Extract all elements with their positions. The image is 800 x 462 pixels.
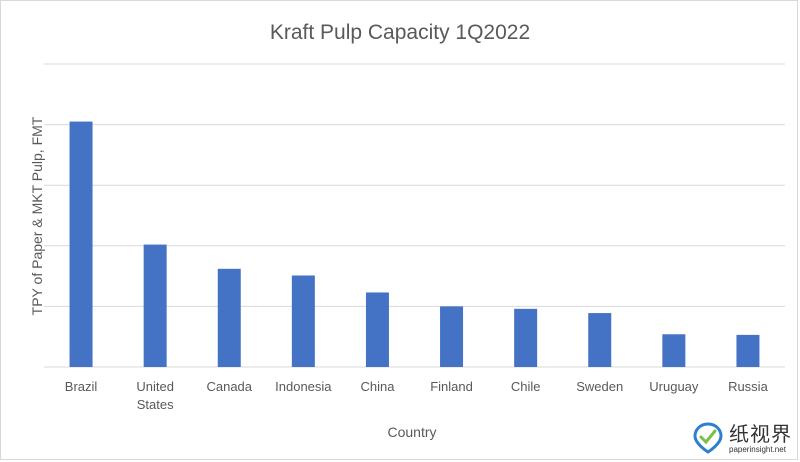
bars (69, 121, 760, 367)
x-tick-label: Sweden (576, 379, 623, 394)
bar (736, 334, 760, 367)
x-tick-label: United States (136, 379, 174, 412)
x-tick-label: Russia (728, 379, 769, 394)
bar (365, 292, 389, 367)
bar (440, 306, 464, 367)
x-axis-label: Country (387, 424, 436, 440)
watermark-site: paperinsight.net (729, 444, 786, 454)
bar (217, 268, 241, 367)
x-tick-label: Uruguay (649, 379, 699, 394)
x-tick-label: Brazil (65, 379, 98, 394)
x-tick-label: Finland (430, 379, 473, 394)
bar (69, 121, 93, 367)
x-tick-label: Canada (206, 379, 252, 394)
y-axis-label: TPY of Paper & MKT Pulp, FMT (29, 116, 45, 315)
bar (143, 244, 167, 367)
watermark: 纸视界 paperinsight.net (693, 422, 792, 454)
bar (662, 334, 686, 367)
bar (514, 308, 538, 367)
paperinsight-logo-icon (693, 422, 723, 454)
bar (291, 275, 315, 367)
x-tick-label: Indonesia (275, 379, 332, 394)
watermark-brand: 纸视界 (729, 421, 792, 446)
bar (588, 313, 612, 367)
x-tick-label: China (360, 379, 395, 394)
x-tick-labels: Brazil United States Canada Indonesia China Fi… (65, 379, 769, 412)
gridlines (44, 63, 785, 368)
x-tick-label: Chile (511, 379, 541, 394)
chart-title: Kraft Pulp Capacity 1Q2022 (270, 21, 530, 44)
